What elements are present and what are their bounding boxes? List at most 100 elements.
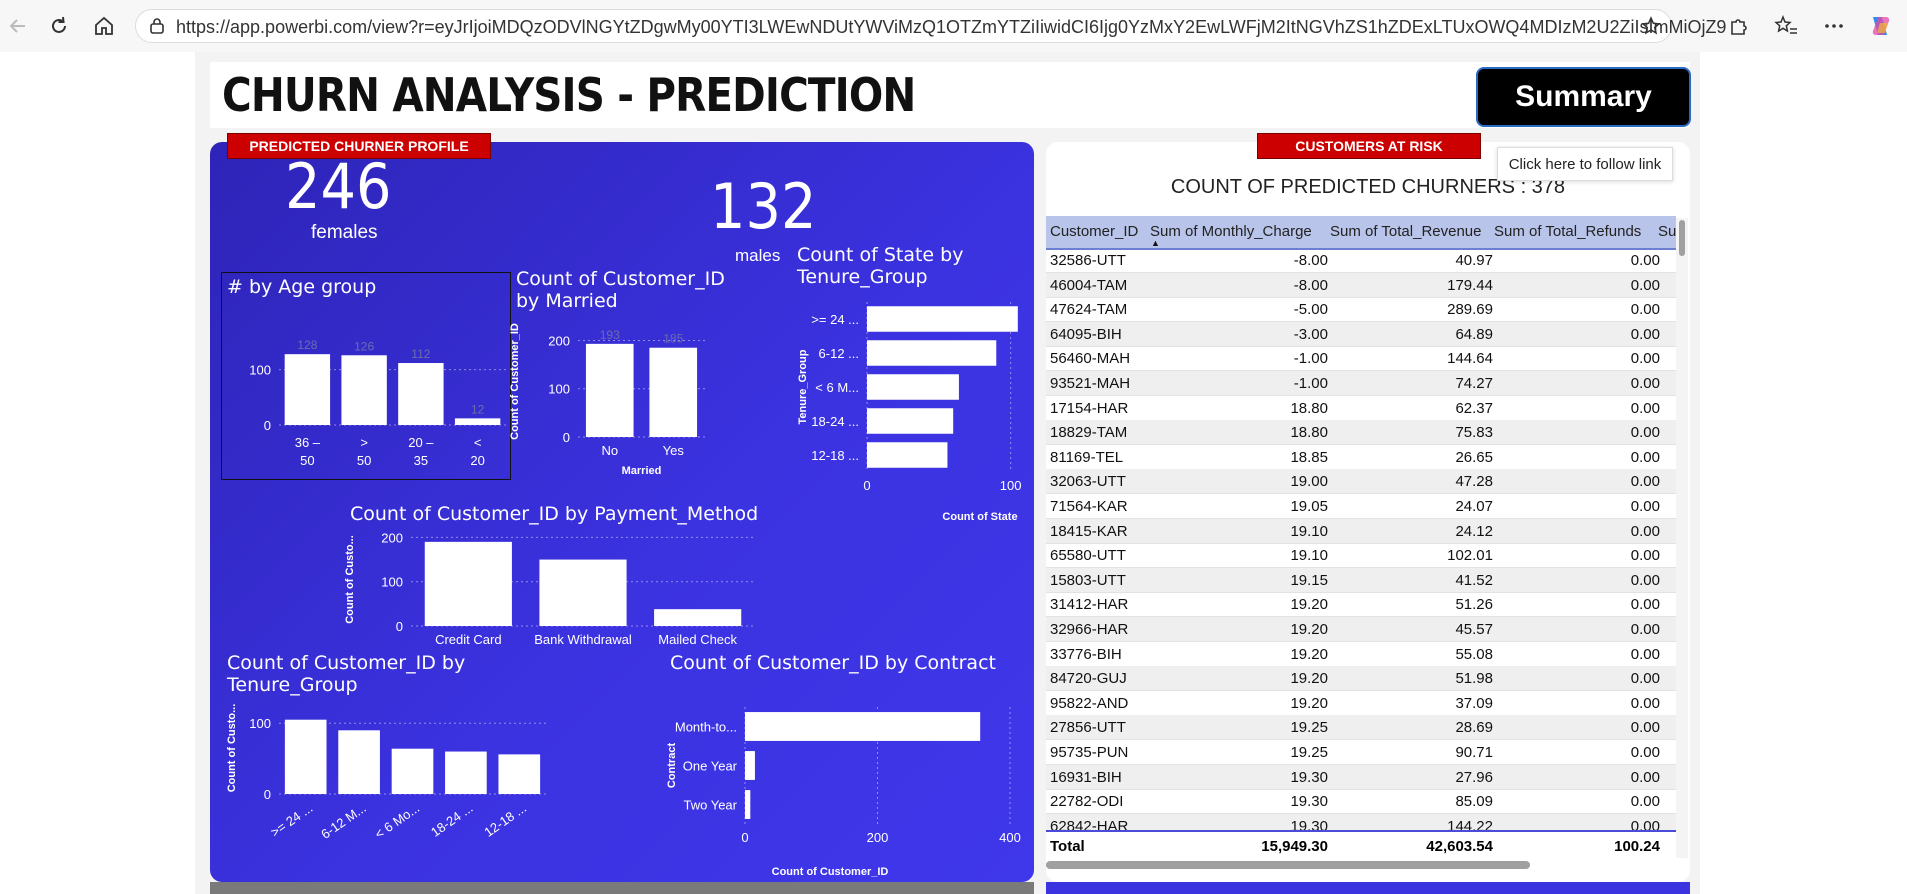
cell-monthly-charge: 19.20 [1290,596,1328,614]
table-row[interactable]: 95735-PUN 19.25 90.71 0.00 [1046,740,1676,765]
table-row[interactable]: 95822-AND 19.20 37.09 0.00 [1046,691,1676,716]
table-header: Customer_ID Sum of Monthly_Charge Sum of… [1046,216,1676,250]
favorites-icon[interactable] [1772,12,1800,40]
cell-monthly-charge: 19.10 [1290,547,1328,565]
cell-monthly-charge: -1.00 [1293,350,1328,368]
cell-total-revenue: 102.01 [1447,547,1493,565]
back-icon[interactable] [4,12,32,40]
horizontal-scroll-thumb[interactable] [1046,861,1530,869]
table-row[interactable]: 62842-HAR 19.30 144.22 0.00 [1046,813,1676,830]
cell-total-refunds: 0.00 [1630,793,1660,811]
married-chart: 0 100 200 193 No 185 Yes Count of Customer_ID Ma… [510,323,705,477]
bar [498,754,541,794]
x-tick-label: 200 [867,830,889,845]
horizontal-scrollbar[interactable] [1046,861,1676,869]
bar [867,408,954,434]
data-label: 193 [600,328,620,342]
table-row[interactable]: 16931-BIH 19.30 27.96 0.00 [1046,764,1676,790]
table-row[interactable]: 18415-KAR 19.10 24.12 0.00 [1046,518,1676,544]
profile-tag: PREDICTED CHURNER PROFILE [227,133,491,159]
data-label: 12 [471,402,485,416]
vertical-scrollbar[interactable] [1676,218,1688,858]
cell-monthly-charge: 19.25 [1290,744,1328,761]
bar [745,751,755,780]
table-row[interactable]: 81169-TEL 18.85 26.65 0.00 [1046,445,1676,470]
cell-customer-id: 47624-TAM [1050,301,1128,319]
home-icon[interactable] [90,12,118,40]
cell-total-refunds: 0.00 [1630,424,1660,442]
cell-total-revenue: 55.08 [1455,645,1493,663]
total-refunds: 100.24 [1614,838,1660,855]
table-row[interactable]: 17154-HAR 18.80 62.37 0.00 [1046,396,1676,421]
column-header-customer-id[interactable]: Customer_ID [1050,223,1139,240]
table-row[interactable]: 31412-HAR 19.20 51.26 0.00 [1046,592,1676,618]
cell-total-refunds: 0.00 [1630,473,1660,491]
refresh-icon[interactable] [45,12,73,40]
y-tick-label: 200 [548,333,570,348]
x-tick-label: < [474,435,482,450]
bar [338,730,380,794]
column-header-total-revenue[interactable]: Sum of Total_Revenue [1330,223,1482,240]
x-tick-label: Bank Withdrawal [534,632,632,646]
vertical-scroll-thumb[interactable] [1679,220,1685,256]
extensions-icon[interactable] [1724,12,1752,40]
x-tick-label: Credit Card [435,632,501,646]
favorite-star-icon[interactable] [1641,16,1661,41]
table-row[interactable]: 56460-MAH -1.00 144.64 0.00 [1046,346,1676,372]
table-row[interactable]: 33776-BIH 19.20 55.08 0.00 [1046,642,1676,667]
table-row[interactable]: 71564-KAR 19.05 24.07 0.00 [1046,494,1676,519]
cell-monthly-charge: 18.80 [1290,399,1328,417]
panel-footer-left [210,882,1034,894]
table-row[interactable]: 32586-UTT -8.00 40.97 0.00 [1046,248,1676,273]
table-row[interactable]: 32966-HAR 19.20 45.57 0.00 [1046,617,1676,642]
table-row[interactable]: 22782-ODI 19.30 85.09 0.00 [1046,789,1676,815]
column-header-truncated[interactable]: Su [1658,223,1677,240]
cell-total-refunds: 0.00 [1630,325,1660,343]
x-tick-label: 18-24 ... [428,800,476,840]
copilot-icon[interactable] [1866,12,1894,40]
males-count: 132 [710,170,817,243]
more-options-icon[interactable] [1820,12,1848,40]
cell-total-refunds: 0.00 [1630,596,1660,614]
table-row[interactable]: 27856-UTT 19.25 28.69 0.00 [1046,715,1676,741]
cell-total-revenue: 74.27 [1455,375,1493,392]
address-bar[interactable]: https://app.powerbi.com/view?r=eyJrIjoiM… [135,9,1726,43]
cell-monthly-charge: 19.30 [1290,817,1328,830]
cell-total-revenue: 41.52 [1455,571,1493,589]
site-info-icon[interactable] [148,17,166,40]
table-row[interactable]: 18829-TAM 18.80 75.83 0.00 [1046,420,1676,446]
x-tick-label: 20 – [408,435,434,450]
y-tick-label: 100 [249,363,271,378]
cell-total-revenue: 24.12 [1455,522,1493,540]
x-tick-label: 100 [1000,478,1022,493]
y-tick-label: 100 [249,716,271,731]
cell-total-refunds: 0.00 [1630,694,1660,712]
summary-button[interactable]: Summary [1476,67,1691,127]
table-row[interactable]: 47624-TAM -5.00 289.69 0.00 [1046,297,1676,323]
table-row[interactable]: 65580-UTT 19.10 102.01 0.00 [1046,543,1676,569]
y-tick-label: 200 [381,530,403,545]
table-row[interactable]: 84720-GUJ 19.20 51.98 0.00 [1046,666,1676,692]
panel-footer-right [1046,882,1690,894]
y-tick-label: >= 24 ... [811,312,859,327]
table-row[interactable]: 46004-TAM -8.00 179.44 0.00 [1046,272,1676,298]
bar [284,719,327,794]
table-row[interactable]: 93521-MAH -1.00 74.27 0.00 [1046,371,1676,396]
age-group-chart-frame[interactable] [221,272,511,480]
column-header-total-refunds[interactable]: Sum of Total_Refunds [1494,223,1642,240]
y-tick-label: 0 [396,619,403,634]
column-header-monthly-charge[interactable]: Sum of Monthly_Charge [1150,223,1312,240]
cell-total-revenue: 144.22 [1447,817,1493,830]
bar [391,748,434,794]
table-row[interactable]: 32063-UTT 19.00 47.28 0.00 [1046,469,1676,495]
payment-method-chart: 0 100 200 Credit Card Bank Withdrawal Mailed … [345,530,755,646]
table-row[interactable]: 15803-UTT 19.15 41.52 0.00 [1046,567,1676,593]
cell-total-refunds: 0.00 [1630,498,1660,515]
y-tick-label: 100 [381,575,403,590]
cell-total-refunds: 0.00 [1630,719,1660,737]
table-row[interactable]: 64095-BIH -3.00 64.89 0.00 [1046,321,1676,347]
x-tick-label: > [360,435,368,450]
cell-monthly-charge: 19.20 [1290,670,1328,688]
sort-ascending-icon[interactable]: ▲ [1151,238,1160,248]
cell-customer-id: 17154-HAR [1050,399,1129,417]
